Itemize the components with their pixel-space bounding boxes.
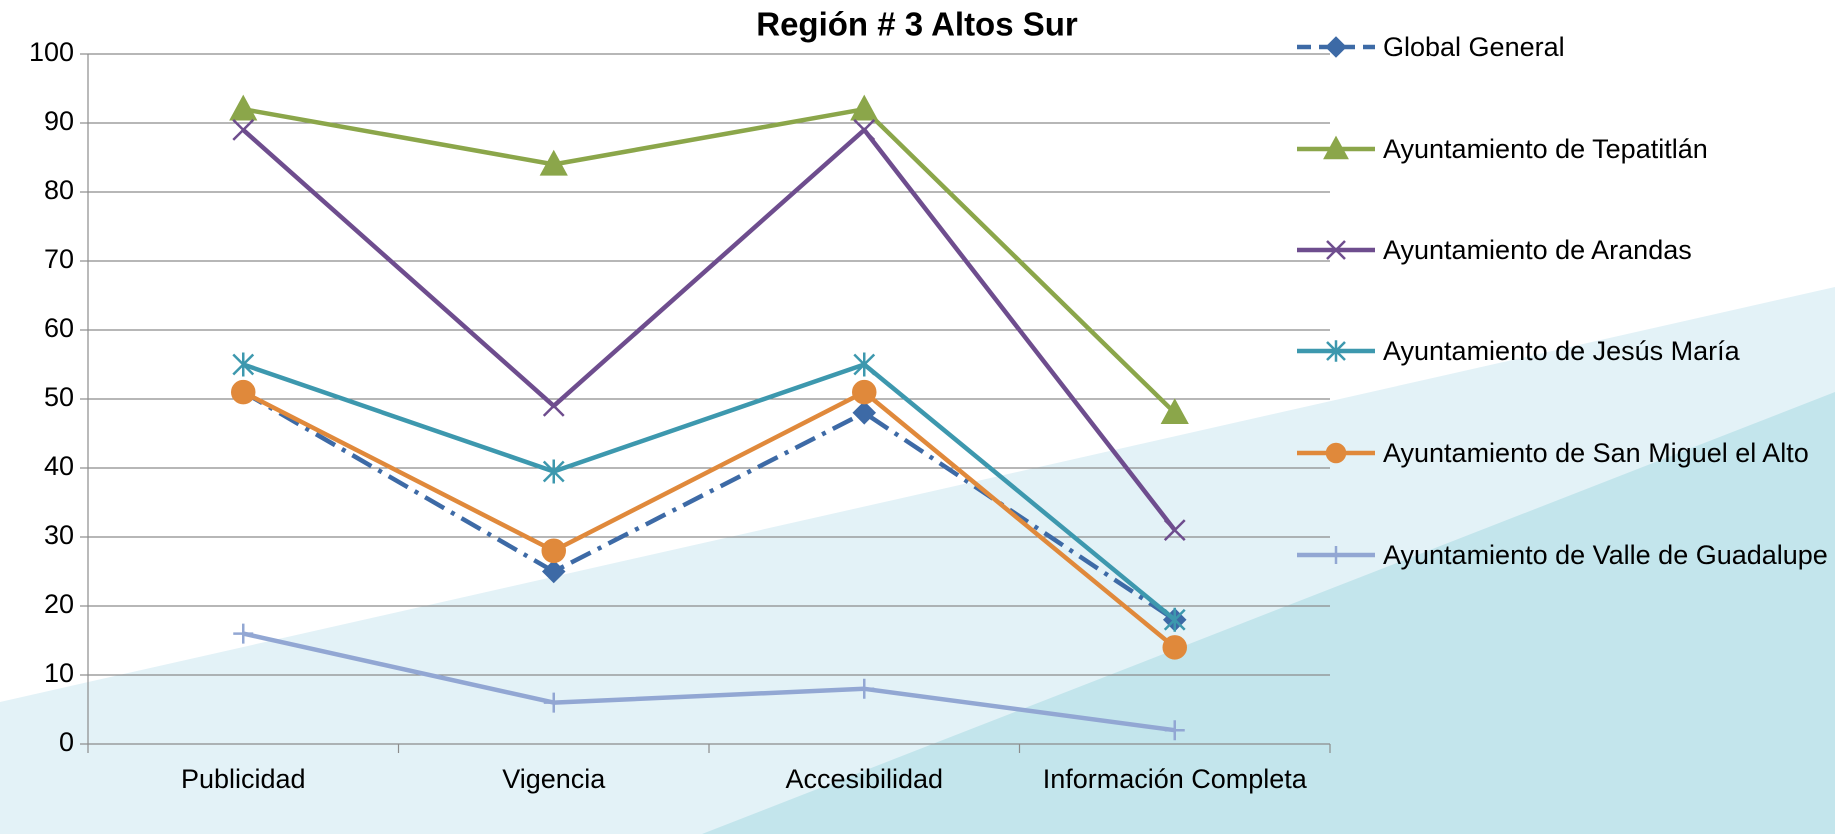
marker (232, 119, 255, 141)
marker (232, 352, 255, 377)
y-tick-label: 0 (59, 727, 74, 757)
x-tick-label: Accesibilidad (785, 764, 944, 794)
y-tick-label: 80 (44, 175, 74, 205)
marker (543, 692, 564, 713)
marker (542, 459, 565, 484)
marker (853, 352, 876, 377)
marker (854, 678, 875, 699)
marker (852, 379, 877, 405)
series-line (242, 390, 1176, 622)
marker (852, 401, 877, 425)
series-line (242, 631, 1176, 733)
marker (1160, 398, 1189, 425)
legend-label: Ayuntamiento de San Miguel el Alto (1383, 438, 1809, 468)
y-tick-label: 50 (44, 382, 74, 412)
marker (1164, 720, 1185, 741)
y-tick-label: 20 (44, 589, 74, 619)
y-tick-label: 60 (44, 313, 74, 343)
background-band (702, 392, 1835, 834)
legend-label: Ayuntamiento de Valle de Guadalupe (1383, 540, 1828, 570)
marker (1327, 546, 1345, 564)
series-line (242, 362, 1177, 622)
y-tick-label: 10 (44, 658, 74, 688)
marker (233, 623, 254, 644)
marker (1323, 135, 1349, 160)
marker (1326, 240, 1346, 260)
series-line (241, 127, 1177, 532)
marker (1162, 635, 1187, 660)
x-tick-label: Información Completa (1042, 764, 1307, 794)
legend-label: Global General (1383, 32, 1565, 62)
marker (850, 94, 879, 121)
marker (539, 149, 568, 176)
y-tick-label: 100 (29, 37, 74, 67)
marker (853, 119, 876, 141)
y-tick-label: 90 (44, 106, 74, 136)
marker (1326, 340, 1346, 362)
legend-label: Ayuntamiento de Jesús María (1383, 336, 1740, 366)
marker (541, 538, 566, 564)
marker (1163, 519, 1186, 541)
y-tick-label: 30 (44, 520, 74, 550)
series-line (242, 389, 1177, 650)
legend-label: Ayuntamiento de Arandas (1383, 235, 1692, 265)
y-tick-label: 70 (44, 244, 74, 274)
x-tick-label: Vigencia (502, 764, 606, 794)
y-tick-label: 40 (44, 451, 74, 481)
marker (541, 559, 566, 584)
marker (1325, 36, 1347, 58)
series-line (242, 106, 1177, 415)
marker (1325, 442, 1347, 464)
marker (1163, 607, 1186, 632)
x-tick-label: Publicidad (180, 764, 306, 794)
marker (229, 94, 258, 121)
marker (542, 395, 565, 417)
legend-label: Ayuntamiento de Tepatitlán (1383, 134, 1708, 164)
chart-title: Región # 3 Altos Sur (756, 6, 1078, 43)
marker (231, 379, 256, 405)
